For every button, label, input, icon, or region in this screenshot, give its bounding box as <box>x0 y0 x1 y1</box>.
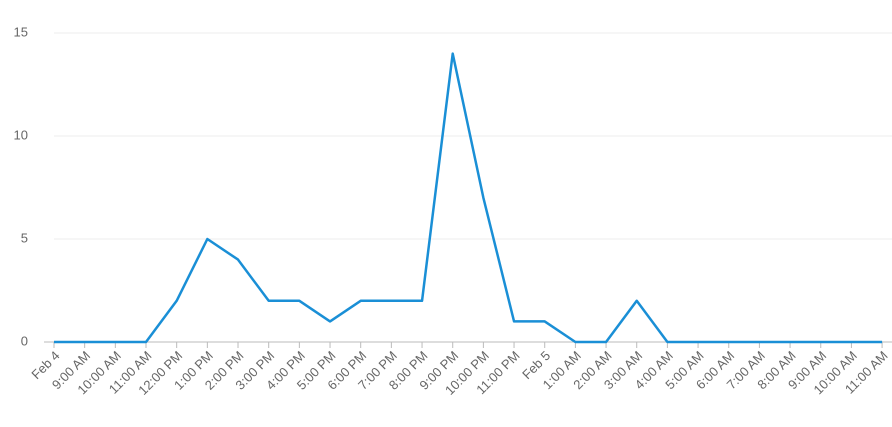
y-tick-label: 15 <box>14 24 28 39</box>
y-tick-label: 10 <box>14 127 28 142</box>
line <box>54 52 883 344</box>
y-tick-label: 0 <box>21 333 28 348</box>
y-tick-label: 5 <box>21 230 28 245</box>
